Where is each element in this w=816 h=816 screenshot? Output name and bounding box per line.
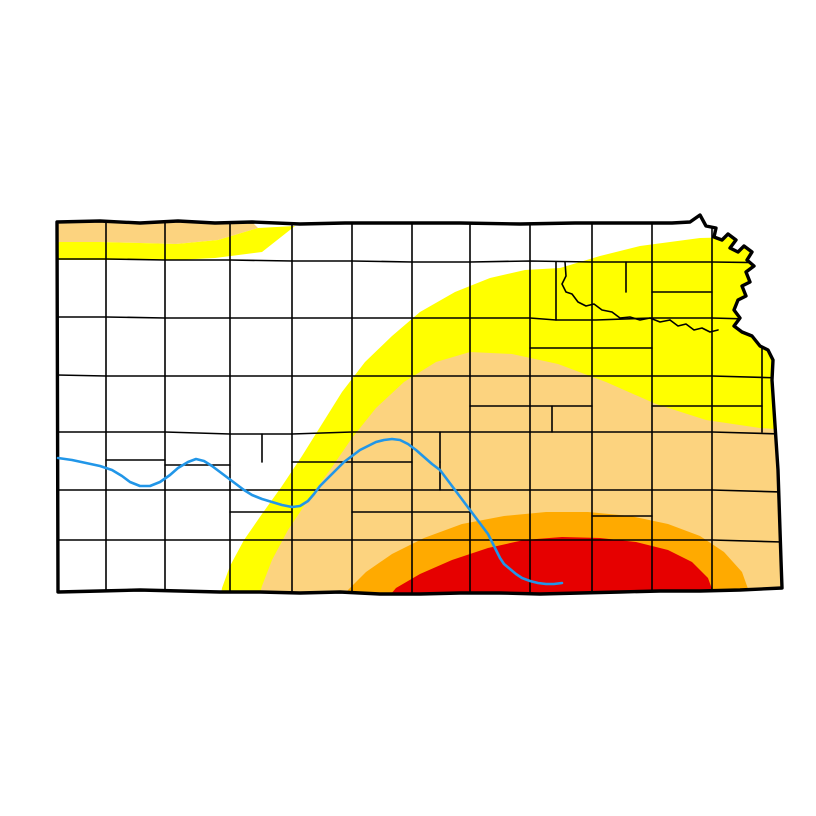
kansas-state-outline: [55, 213, 784, 596]
county-line-kansas-river-edge-2: [669, 319, 719, 333]
county-line-h2: [57, 316, 782, 321]
region-d0-northwest-strip: [57, 226, 295, 260]
region-d1-northwest-strip: [57, 221, 258, 244]
region-d3-extreme-core: [386, 537, 716, 594]
arkansas-river: [56, 437, 564, 586]
region-d0-eastern-arc: [220, 235, 782, 594]
county-line-kansas-river-edge: [561, 261, 671, 323]
irregular-county-edges-northeast: [561, 261, 719, 333]
county-boundaries: [57, 221, 782, 594]
